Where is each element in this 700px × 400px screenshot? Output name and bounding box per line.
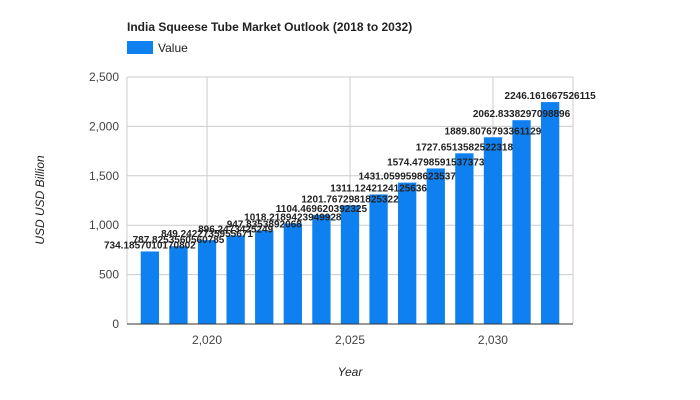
- bar: [540, 102, 560, 324]
- y-tick-label: 500: [99, 268, 119, 282]
- y-tick-label: 1,000: [89, 218, 119, 232]
- bar-value-label: 2062.8338297098896: [473, 109, 571, 120]
- bar: [312, 214, 331, 324]
- y-axis-ticks: 0 500 1,000 1,500 2,000 2,500: [89, 70, 119, 331]
- x-tick-label: 2,030: [478, 333, 508, 347]
- bar: [369, 194, 388, 324]
- y-tick-label: 1,500: [89, 169, 119, 183]
- bar-value-label: 787.8253560560785: [133, 235, 225, 246]
- bar: [169, 246, 188, 324]
- bar-value-label: 947.8353892068: [227, 219, 303, 230]
- bar-value-label: 1431.0599598623537: [359, 172, 457, 183]
- bar: [197, 240, 217, 324]
- bar: [426, 168, 445, 324]
- gridlines: [126, 76, 574, 324]
- y-tick-label: 0: [112, 317, 119, 331]
- y-axis-title: USD USD Billion: [33, 155, 47, 245]
- legend: Value: [127, 41, 188, 55]
- bar: [340, 205, 360, 324]
- bar-value-label: 1018.2189423949928: [244, 212, 342, 223]
- bar: [483, 137, 503, 324]
- x-tick-label: 2,020: [192, 333, 222, 347]
- bar-value-label: 734.1857010170802: [104, 240, 196, 251]
- legend-swatch-value: [127, 41, 153, 54]
- bar-value-label: 896.2473425249: [198, 224, 274, 235]
- bar: [398, 182, 417, 324]
- legend-label-value: Value: [158, 41, 188, 55]
- bar-value-label: 1889.8076793361129: [445, 126, 542, 137]
- x-axis-ticks: 2,020 2,025 2,030: [192, 333, 508, 347]
- x-tick-label: 2,025: [335, 333, 365, 347]
- y-tick-label: 2,000: [89, 119, 119, 133]
- bar-value-label: 1311.1242124125636: [330, 183, 427, 194]
- bar: [255, 230, 274, 324]
- bar: [226, 235, 245, 324]
- bar: [283, 223, 302, 324]
- data-labels: 734.1857010170802787.8253560560785849.24…: [104, 91, 596, 251]
- bar-value-label: 1104.469620392325: [276, 204, 368, 215]
- chart-title: India Squeese Tube Market Outlook (2018 …: [127, 20, 412, 34]
- bar-value-label: 2246.161667526115: [505, 91, 597, 102]
- bar: [140, 251, 160, 324]
- bar-value-label: 849.2422735955671: [161, 229, 253, 240]
- bars: [140, 102, 560, 324]
- bar: [455, 153, 474, 324]
- bar-value-label: 1574.4798591537373: [387, 157, 485, 168]
- y-tick-label: 2,500: [89, 70, 119, 84]
- bar-value-label: 1201.7672981825322: [301, 194, 399, 205]
- bar: [512, 120, 531, 324]
- bar-value-label: 1727.6513582522318: [416, 142, 514, 153]
- x-axis-title: Year: [338, 365, 364, 379]
